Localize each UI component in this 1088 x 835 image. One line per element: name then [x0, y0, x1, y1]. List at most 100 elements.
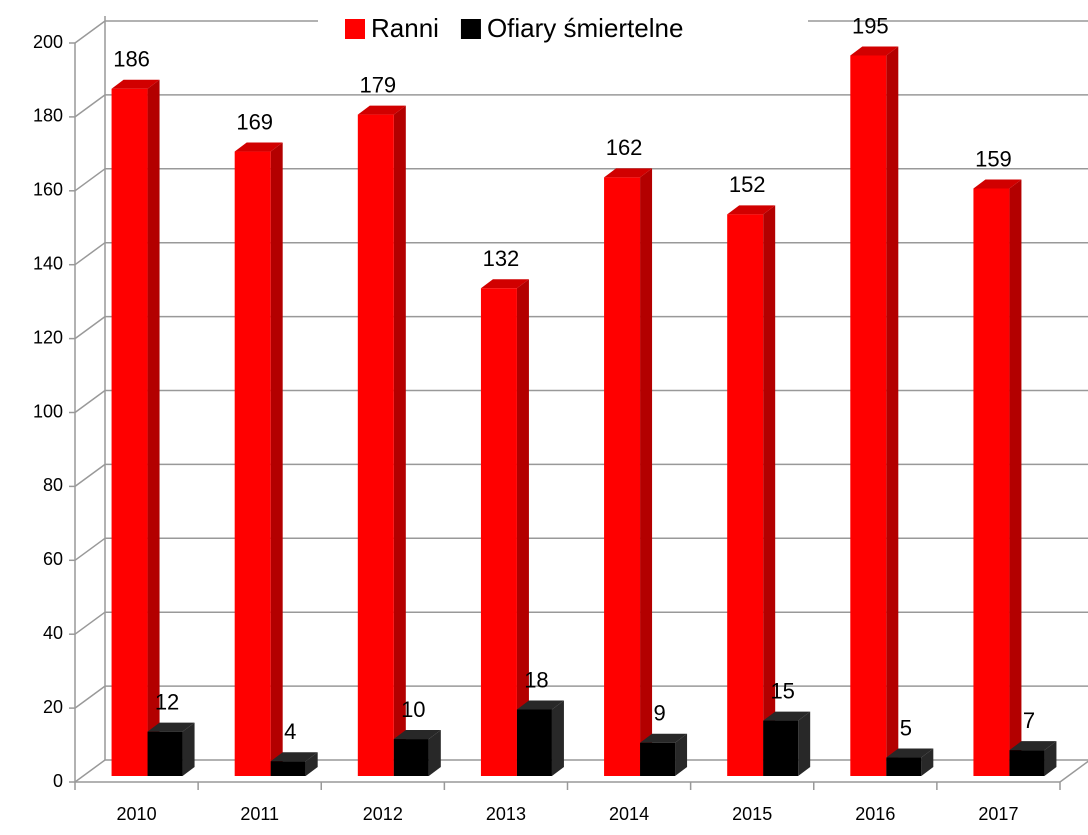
value-label: 162 — [606, 135, 643, 160]
bar-top — [234, 142, 283, 152]
bar — [1009, 750, 1045, 776]
x-tick-label: 2015 — [732, 804, 772, 824]
bar — [393, 739, 429, 776]
bar — [234, 151, 271, 777]
y-tick-label: 60 — [43, 549, 63, 569]
bar-top — [886, 748, 934, 758]
bar-side — [516, 279, 529, 776]
bar — [973, 188, 1010, 776]
bar-side — [147, 79, 160, 777]
legend-swatch — [345, 19, 365, 39]
bar-side — [1009, 179, 1022, 776]
value-label: 169 — [236, 109, 273, 134]
bar-top — [357, 105, 406, 115]
value-label: 132 — [483, 246, 520, 271]
bar-side — [921, 748, 934, 776]
bar-top — [727, 205, 776, 215]
value-label: 7 — [1023, 708, 1035, 733]
bar-top — [763, 711, 811, 721]
x-tick-label: 2016 — [855, 804, 895, 824]
value-label: 9 — [653, 701, 665, 726]
grid-line-diag — [74, 759, 106, 783]
bar-top — [270, 752, 318, 762]
x-tick-label: 2010 — [117, 804, 157, 824]
x-tick-label: 2012 — [363, 804, 403, 824]
value-label: 15 — [770, 678, 794, 703]
y-tick-label: 120 — [33, 327, 63, 347]
bar-side — [798, 711, 811, 776]
bar-top — [393, 730, 441, 740]
y-tick-label: 80 — [43, 475, 63, 495]
grid-line-diag — [74, 463, 106, 488]
bar — [357, 114, 394, 777]
bar — [111, 88, 148, 777]
bar-side — [270, 142, 283, 777]
bar-side — [1044, 741, 1057, 776]
bar-side — [393, 105, 406, 777]
grid-line-diag — [74, 315, 106, 340]
y-tick-label: 140 — [33, 253, 63, 273]
x-tick-label: 2013 — [486, 804, 526, 824]
y-tick-label: 20 — [43, 697, 63, 717]
bar — [886, 757, 922, 776]
grid-line-diag — [74, 94, 106, 118]
bar-top — [480, 279, 529, 289]
floor-edge — [1059, 760, 1088, 783]
value-label: 5 — [900, 715, 912, 740]
x-tick-label: 2017 — [978, 804, 1018, 824]
bar — [763, 720, 799, 776]
bar-side — [763, 205, 776, 777]
value-label: 12 — [155, 689, 179, 714]
bar-side — [428, 730, 441, 776]
grid-line-diag — [74, 168, 106, 192]
x-tick-label: 2014 — [609, 804, 649, 824]
value-label: 10 — [401, 697, 425, 722]
bar-top — [640, 733, 688, 743]
grid-line-diag — [74, 20, 106, 44]
value-label: 152 — [729, 172, 766, 197]
bar-side — [640, 168, 653, 776]
bar-top — [516, 700, 564, 710]
bar-side — [182, 722, 195, 776]
y-tick-label: 200 — [33, 32, 63, 52]
bar — [480, 288, 517, 776]
grid-line-diag — [74, 242, 106, 266]
legend-label: Ofiary śmiertelne — [487, 13, 684, 43]
grid-line-diag — [74, 685, 106, 709]
value-label: 195 — [852, 13, 889, 38]
grid-line-diag — [74, 611, 106, 635]
bar-side — [886, 46, 899, 777]
bar — [516, 709, 552, 776]
bar-side — [675, 733, 688, 776]
bar — [147, 731, 183, 776]
bar-side — [551, 700, 564, 776]
y-tick-label: 100 — [33, 401, 63, 421]
legend-label: Ranni — [371, 13, 439, 43]
bar-top — [111, 79, 160, 89]
legend-swatch — [460, 19, 481, 39]
y-tick-label: 0 — [53, 771, 63, 791]
y-tick-label: 40 — [43, 623, 63, 643]
bar — [270, 761, 306, 776]
value-label: 179 — [359, 72, 396, 97]
bar — [640, 742, 676, 776]
bar — [604, 177, 641, 776]
y-tick-label: 180 — [33, 106, 63, 126]
value-label: 4 — [284, 719, 296, 744]
bar — [850, 55, 887, 777]
bar-side — [305, 752, 318, 776]
value-label: 18 — [524, 667, 548, 692]
bar-top — [850, 46, 899, 56]
bar-top — [1009, 741, 1057, 751]
y-tick-label: 160 — [33, 180, 63, 200]
bar-top — [973, 179, 1022, 189]
bar-top — [604, 168, 653, 178]
x-tick-label: 2011 — [240, 804, 279, 824]
grid-line-diag — [74, 537, 106, 561]
legend-box — [318, 10, 808, 48]
bar-top — [147, 722, 195, 732]
value-label: 159 — [975, 146, 1012, 171]
bar — [727, 214, 764, 777]
value-label: 186 — [113, 47, 150, 72]
